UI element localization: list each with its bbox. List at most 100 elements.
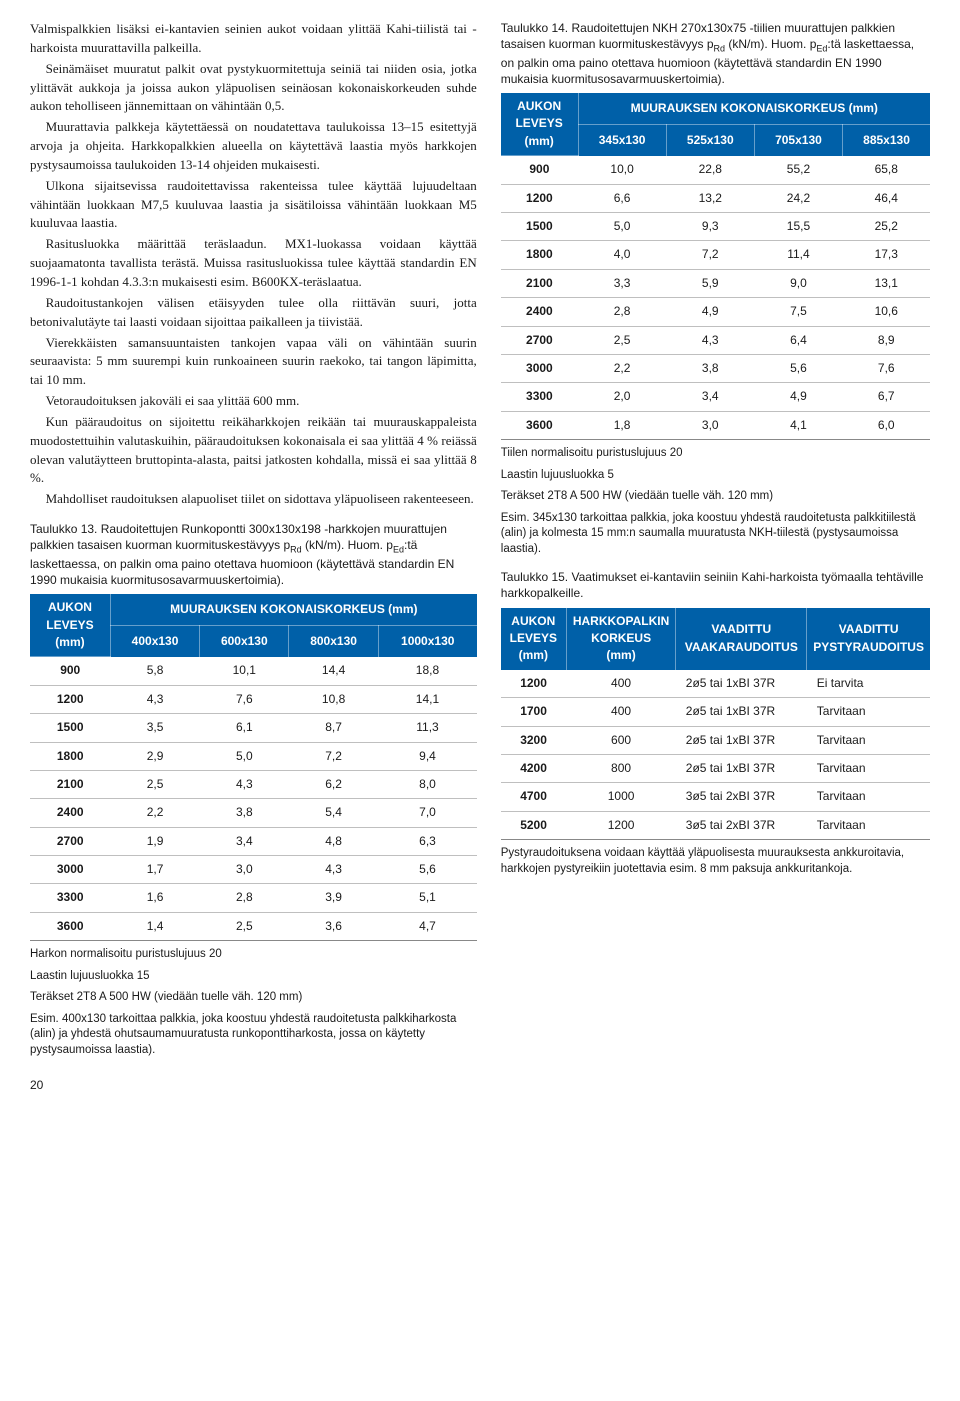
th-label: HARKKOPALKIN — [573, 614, 669, 628]
row-key: 1200 — [501, 670, 567, 698]
row-key: 2100 — [30, 770, 110, 798]
cell: 13,1 — [843, 269, 930, 297]
table-row: 36001,83,04,16,0 — [501, 411, 930, 439]
row-key: 1700 — [501, 698, 567, 726]
cell: 10,6 — [843, 298, 930, 326]
table14-footnote: Esim. 345x130 tarkoittaa palkkia, joka k… — [501, 511, 930, 558]
cell: 2,5 — [578, 326, 666, 354]
table-row: 33001,62,83,95,1 — [30, 884, 477, 912]
cell: 5,6 — [754, 355, 842, 383]
cell: 4,8 — [289, 827, 378, 855]
cell: Ei tarvita — [807, 670, 930, 698]
th-col: 400x130 — [110, 626, 199, 657]
cell: 4,0 — [578, 241, 666, 269]
cell: 1,4 — [110, 912, 199, 940]
caption-text: (kN/m). Huom. p — [725, 37, 816, 51]
cell: 10,8 — [289, 685, 378, 713]
cell: 8,9 — [843, 326, 930, 354]
cell: 3,6 — [289, 912, 378, 940]
table13-footnote: Laastin lujuusluokka 15 — [30, 969, 477, 985]
table13-footnote: Harkon normalisoitu puristuslujuus 20 — [30, 947, 477, 963]
cell: 22,8 — [666, 156, 754, 184]
row-key: 3600 — [30, 912, 110, 940]
table14-caption: Taulukko 14. Raudoitettujen NKH 270x130x… — [501, 20, 930, 87]
cell: 3,3 — [578, 269, 666, 297]
row-key: 4200 — [501, 754, 567, 782]
th-label: (mm) — [519, 648, 548, 662]
cell: 8,7 — [289, 714, 378, 742]
th-label: PYSTYRAUDOITUS — [813, 640, 924, 654]
table-row: 27001,93,44,86,3 — [30, 827, 477, 855]
cell: 8,0 — [378, 770, 477, 798]
cell: 17,3 — [843, 241, 930, 269]
cell: Tarvitaan — [807, 754, 930, 782]
cell: 4,3 — [289, 856, 378, 884]
table-row: 18004,07,211,417,3 — [501, 241, 930, 269]
table-row: 15003,56,18,711,3 — [30, 714, 477, 742]
cell: 2,2 — [578, 355, 666, 383]
page-number: 20 — [30, 1077, 43, 1094]
cell: 7,5 — [754, 298, 842, 326]
table15-caption: Taulukko 15. Vaatimukset ei-kantaviin se… — [501, 569, 930, 601]
cell: 3,4 — [666, 383, 754, 411]
para: Kun pääraudoitus on sijoitettu reikähark… — [30, 413, 477, 488]
row-key: 1800 — [30, 742, 110, 770]
cell: 4,3 — [110, 685, 199, 713]
row-key: 3200 — [501, 726, 567, 754]
cell: 6,0 — [843, 411, 930, 439]
th-label: VAADITTU — [839, 622, 899, 636]
th-label: VAAKARAUDOITUS — [685, 640, 798, 654]
cell: 3,5 — [110, 714, 199, 742]
row-key: 900 — [30, 657, 110, 685]
cell: Tarvitaan — [807, 783, 930, 811]
cell: 9,3 — [666, 213, 754, 241]
cell: Tarvitaan — [807, 726, 930, 754]
cell: 15,5 — [754, 213, 842, 241]
table14: AUKON LEVEYS (mm) MUURAUKSEN KOKONAISKOR… — [501, 93, 930, 440]
cell: 3ø5 tai 2xBI 37R — [676, 811, 807, 839]
para: Mahdolliset raudoituksen alapuoliset tii… — [30, 490, 477, 509]
th-label: LEVEYS — [515, 116, 562, 130]
cell: 6,4 — [754, 326, 842, 354]
table13-footnote: Teräkset 2T8 A 500 HW (viedään tuelle vä… — [30, 990, 477, 1006]
th-group: MUURAUKSEN KOKONAISKORKEUS (mm) — [578, 93, 930, 124]
cell: 4,9 — [666, 298, 754, 326]
table13-footnote: Esim. 400x130 tarkoittaa palkkia, joka k… — [30, 1012, 477, 1059]
row-key: 3300 — [501, 383, 578, 411]
row-key: 1200 — [501, 184, 578, 212]
cell: 3,9 — [289, 884, 378, 912]
cell: 24,2 — [754, 184, 842, 212]
para: Ulkona sijaitsevissa raudoitettavissa ra… — [30, 177, 477, 234]
cell: 2,2 — [110, 799, 199, 827]
row-key: 2700 — [501, 326, 578, 354]
cell: Tarvitaan — [807, 811, 930, 839]
table-row: 17004002ø5 tai 1xBI 37RTarvitaan — [501, 698, 930, 726]
table13: AUKON LEVEYS (mm) MUURAUKSEN KOKONAISKOR… — [30, 594, 477, 941]
cell: 3,4 — [200, 827, 289, 855]
row-key: 3600 — [501, 411, 578, 439]
cell: 1,6 — [110, 884, 199, 912]
table-row: 30002,23,85,67,6 — [501, 355, 930, 383]
cell: 5,9 — [666, 269, 754, 297]
cell: 9,4 — [378, 742, 477, 770]
th-col: 705x130 — [754, 124, 842, 155]
cell: 2,8 — [578, 298, 666, 326]
table-row: 21002,54,36,28,0 — [30, 770, 477, 798]
table-row: 9005,810,114,418,8 — [30, 657, 477, 685]
cell: 600 — [566, 726, 675, 754]
cell: 25,2 — [843, 213, 930, 241]
th-label: (mm) — [55, 635, 84, 649]
right-column: Taulukko 14. Raudoitettujen NKH 270x130x… — [501, 20, 930, 1058]
cell: 65,8 — [843, 156, 930, 184]
table15: AUKON LEVEYS (mm) HARKKOPALKIN KORKEUS (… — [501, 608, 930, 841]
table-row: 12004002ø5 tai 1xBI 37REi tarvita — [501, 670, 930, 698]
cell: 11,4 — [754, 241, 842, 269]
th-label: KORKEUS — [591, 631, 651, 645]
row-key: 3300 — [30, 884, 110, 912]
cell: 5,0 — [578, 213, 666, 241]
table14-footnote: Tiilen normalisoitu puristuslujuus 20 — [501, 446, 930, 462]
cell: 3,8 — [666, 355, 754, 383]
row-key: 3000 — [501, 355, 578, 383]
cell: Tarvitaan — [807, 698, 930, 726]
cell: 3,0 — [666, 411, 754, 439]
